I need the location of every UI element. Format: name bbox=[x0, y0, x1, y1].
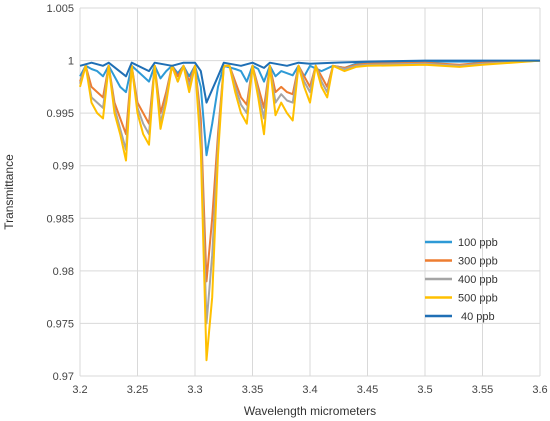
y-tick-label: 1.005 bbox=[46, 3, 74, 15]
y-tick-label: 0.995 bbox=[46, 108, 74, 120]
series-line-500-ppb bbox=[79, 59, 541, 362]
legend-label: 400 ppb bbox=[458, 274, 498, 286]
legend-label: 300 ppb bbox=[458, 256, 498, 268]
x-tick-label: 3.45 bbox=[357, 384, 378, 396]
x-tick-label: 3.2 bbox=[72, 384, 87, 396]
grid bbox=[79, 7, 541, 377]
y-tick-label: 0.985 bbox=[46, 213, 74, 225]
x-tick-label: 3.4 bbox=[302, 384, 317, 396]
x-tick-label: 3.5 bbox=[417, 384, 432, 396]
series-line-40-ppb bbox=[79, 59, 540, 104]
y-tick-label: 0.975 bbox=[46, 318, 74, 330]
x-tick-labels: 3.2 3.25 3.3 3.35 3.4 3.45 3.5 3.55 3.6 bbox=[72, 384, 547, 396]
x-tick-label: 3.55 bbox=[472, 384, 493, 396]
x-tick-label: 3.25 bbox=[127, 384, 148, 396]
y-tick-labels: 0.97 0.975 0.98 0.985 0.99 0.995 1 1.005 bbox=[46, 3, 74, 383]
legend: 100 ppb 300 ppb 400 ppb 500 ppb 40 ppb bbox=[425, 237, 498, 323]
x-tick-label: 3.6 bbox=[532, 384, 547, 396]
y-tick-label: 0.99 bbox=[53, 161, 74, 173]
x-axis-title: Wavelength micrometers bbox=[244, 404, 376, 418]
series-lines bbox=[79, 59, 541, 362]
x-tick-label: 3.3 bbox=[187, 384, 202, 396]
legend-label: 500 ppb bbox=[458, 293, 498, 305]
y-axis-title: Transmittance bbox=[2, 154, 16, 230]
y-tick-label: 0.97 bbox=[53, 371, 74, 383]
x-tick-label: 3.35 bbox=[242, 384, 263, 396]
y-tick-label: 0.98 bbox=[53, 266, 74, 278]
legend-label: 40 ppb bbox=[461, 311, 495, 323]
y-tick-label: 1 bbox=[68, 56, 74, 68]
legend-label: 100 ppb bbox=[458, 237, 498, 249]
